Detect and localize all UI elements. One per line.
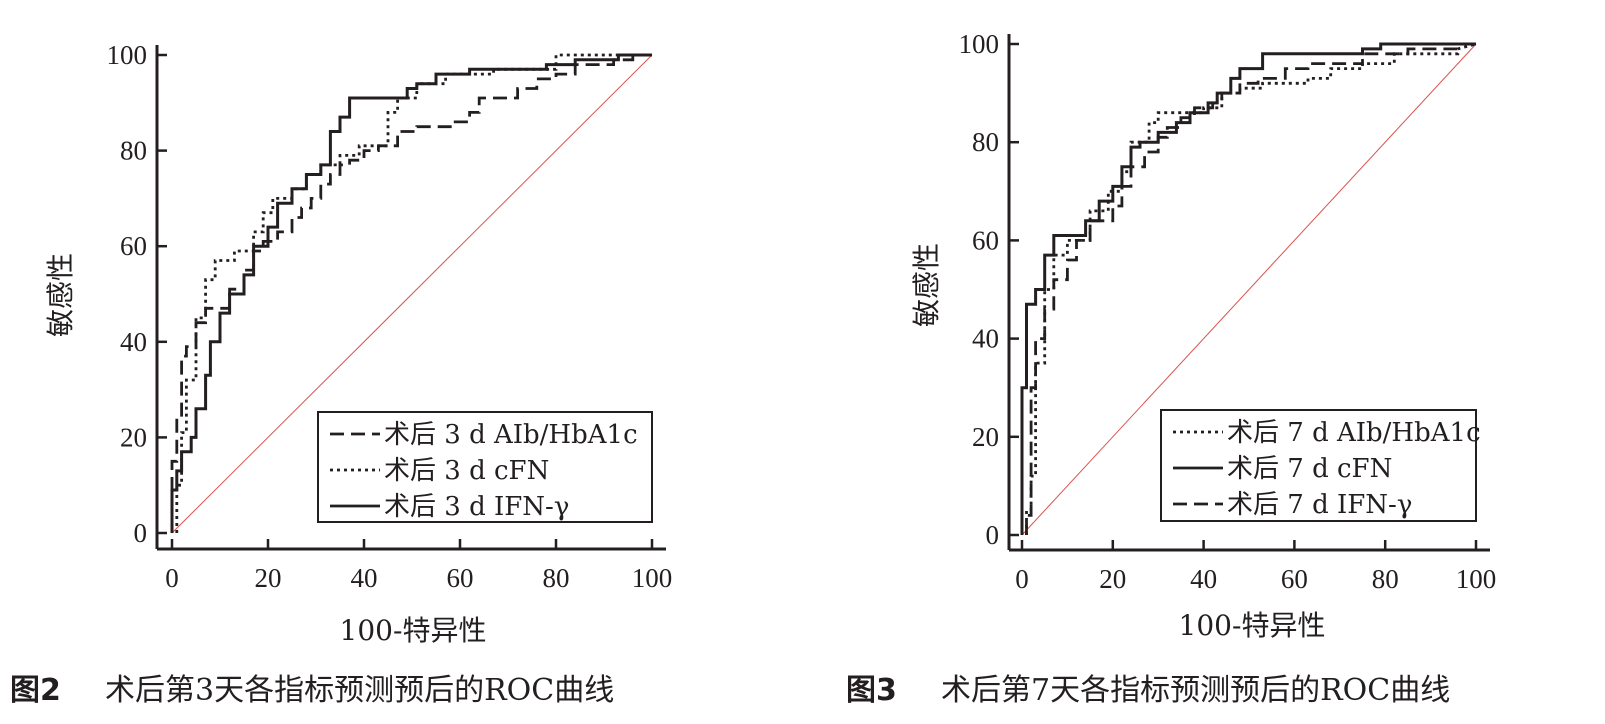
x-tick-label: 0 [165,563,179,593]
legend-label: 术后 7 d AIb/HbA1c [1227,418,1481,448]
legend-box [1160,409,1477,522]
y-tick-label: 60 [120,231,147,261]
y-tick-label: 20 [972,422,999,452]
x-tick-label: 80 [543,563,570,593]
series-line [170,53,652,533]
y-tick-label: 100 [107,40,148,70]
series-line [1020,42,1476,535]
x-tick-label: 40 [351,563,378,593]
series-line [1025,42,1477,535]
y-tick-label: 80 [972,127,999,157]
legend-label: 术后 3 d cFN [384,456,549,486]
y-tick-label: 20 [120,422,147,452]
figure-number: 图3 [846,673,897,708]
y-tick-label: 80 [120,136,147,166]
y-tick-label: 0 [986,520,1000,550]
legend: 术后 3 d AIb/HbA1c 术后 3 d cFN 术后 3 d IFN-γ [317,411,653,523]
legend-box [317,411,653,523]
reference-diagonal [1021,43,1477,536]
x-tick-label: 60 [447,563,474,593]
x-tick-label: 0 [1015,564,1029,594]
legend-label: 术后 3 d IFN-γ [384,492,569,522]
figure-number: 图2 [10,673,61,708]
figure-caption: 术后第3天各指标预测预后的ROC曲线 [105,673,614,708]
x-tick-label: 20 [1099,564,1126,594]
series-line [1025,42,1476,535]
x-tick-label: 40 [1190,564,1217,594]
y-axis-label: 敏感性 [44,253,77,337]
reference-diagonal [171,54,653,534]
y-axis-label: 敏感性 [910,243,943,327]
y-tick-label: 60 [972,225,999,255]
x-tick-label: 20 [255,563,282,593]
x-tick-label: 100 [1456,564,1497,594]
y-tick-label: 0 [134,518,148,548]
x-axis-label: 100-特异性 [340,614,487,647]
figure-caption: 术后第7天各指标预测预后的ROC曲线 [941,673,1450,708]
y-tick-label: 40 [972,324,999,354]
x-tick-label: 100 [632,563,673,593]
x-axis-label: 100-特异性 [1179,609,1326,642]
y-tick-label: 100 [959,29,1000,59]
legend: 术后 7 d AIb/HbA1c 术后 7 d cFN 术后 7 d IFN-γ [1160,409,1481,522]
legend-label: 术后 7 d IFN-γ [1227,490,1412,520]
legend-label: 术后 3 d AIb/HbA1c [384,420,638,450]
x-tick-label: 60 [1281,564,1308,594]
y-tick-label: 40 [120,327,147,357]
x-tick-label: 80 [1372,564,1399,594]
legend-label: 术后 7 d cFN [1227,454,1392,484]
series-line [170,53,652,533]
